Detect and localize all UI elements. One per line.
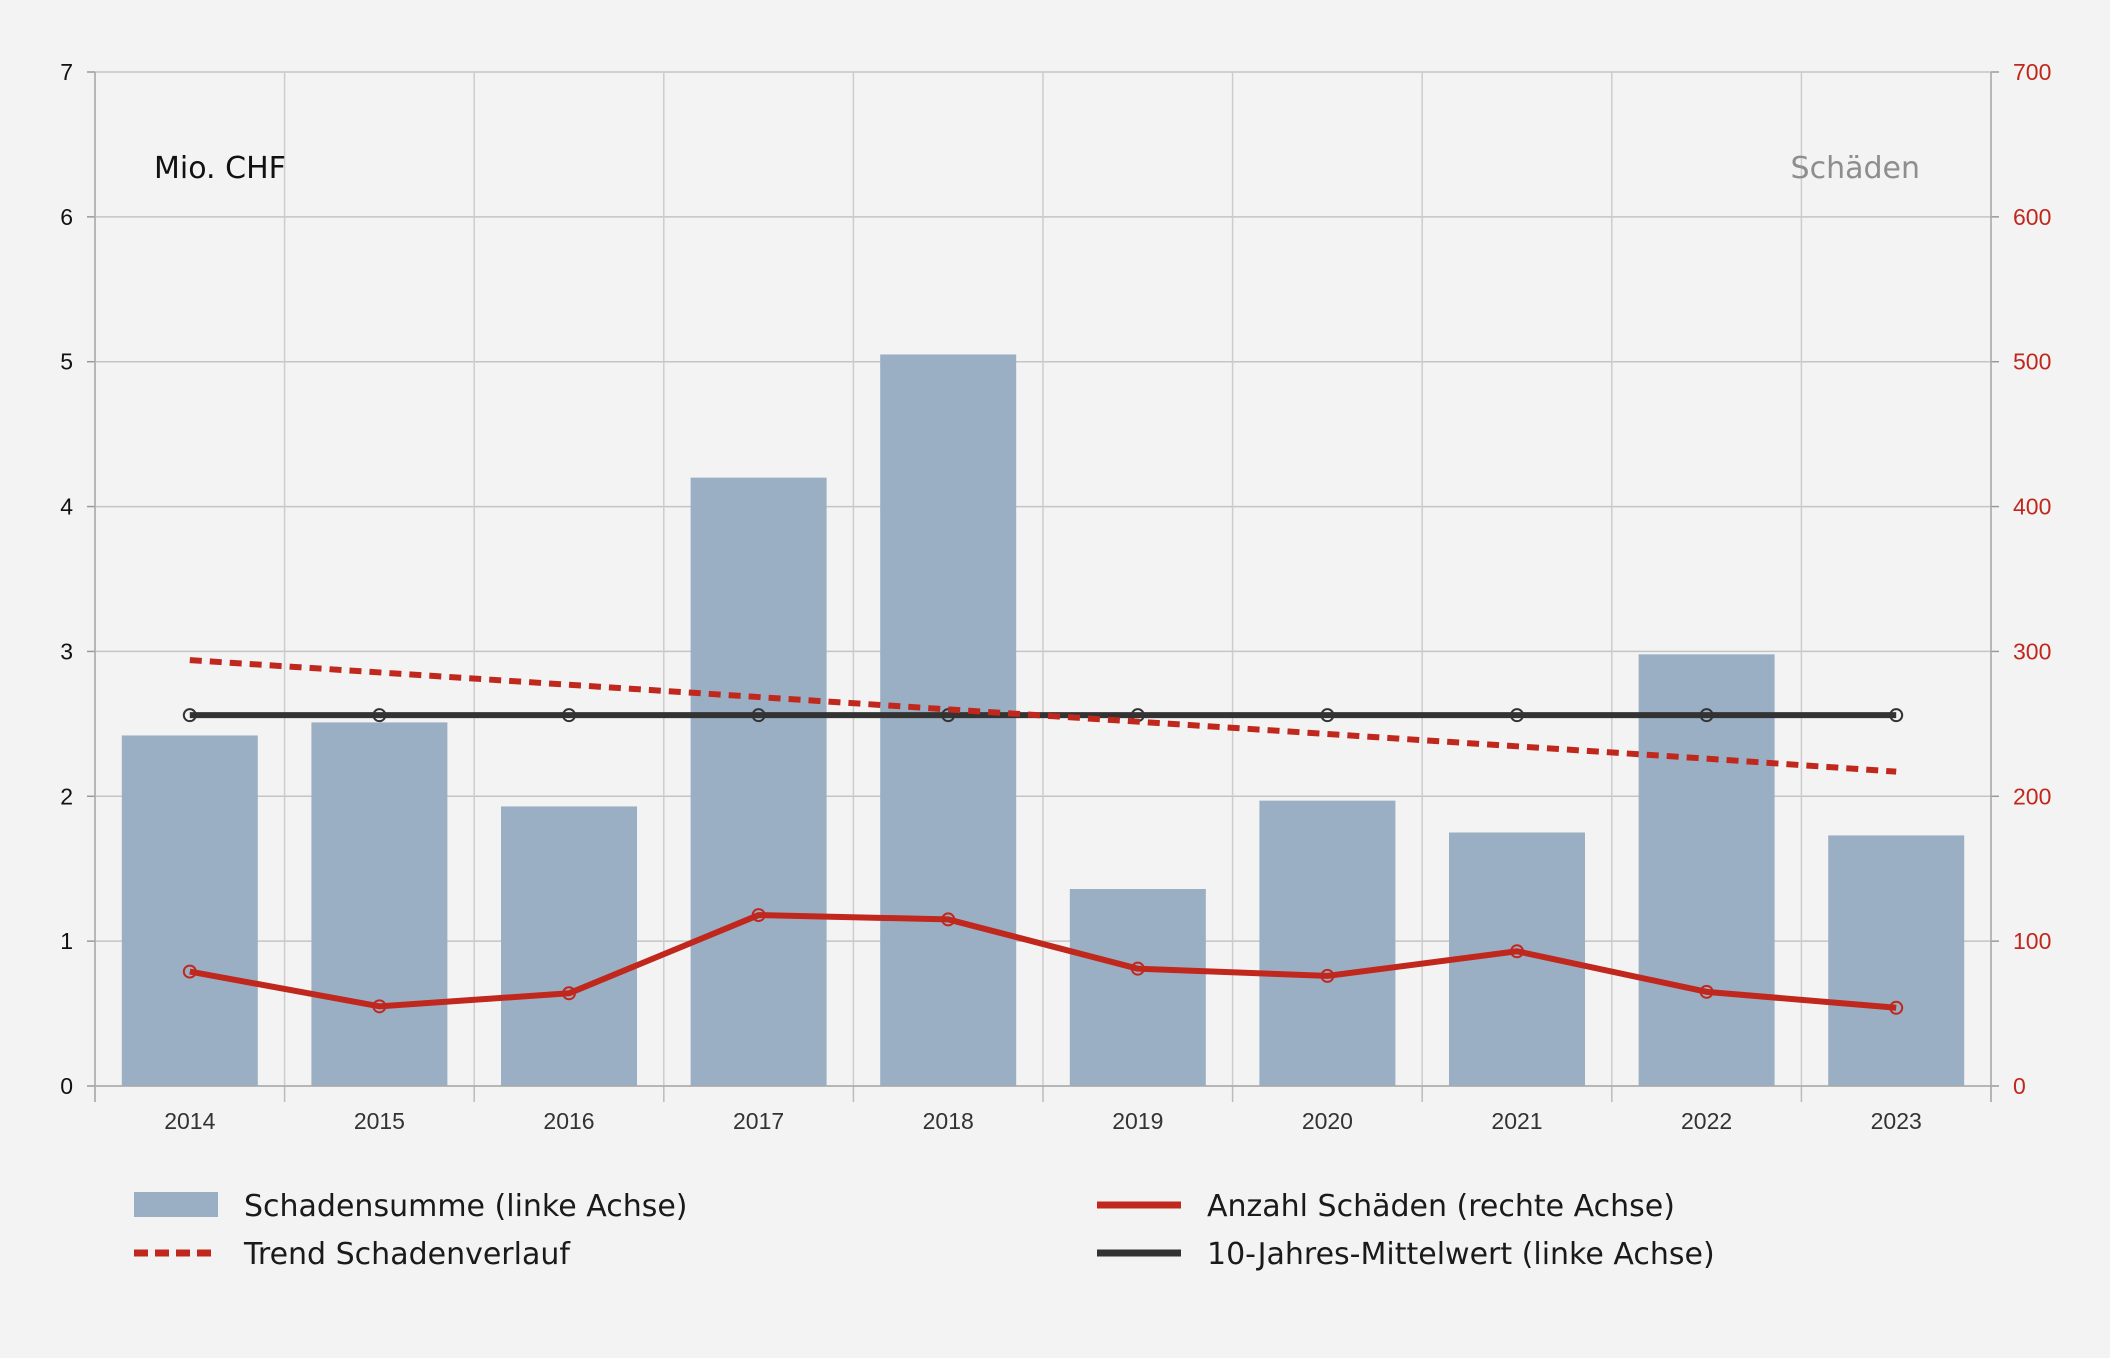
point-anzahl-schaeden [182, 964, 197, 979]
point-mittelwert [1699, 708, 1714, 723]
legend-label: Schadensumme (linke Achse) [244, 1189, 688, 1224]
grid [94, 71, 1992, 1087]
x-axis-tick-label: 2022 [1681, 1108, 1732, 1134]
legend-swatch-bar [134, 1192, 218, 1217]
bar-schadensumme [1259, 800, 1396, 1086]
right-axis-unit-label: Schäden [1791, 151, 1920, 186]
x-axis-tick-label: 2018 [923, 1108, 974, 1134]
point-mittelwert [1510, 708, 1524, 723]
point-mittelwert [372, 708, 387, 723]
bar-schadensumme [501, 806, 637, 1086]
point-anzahl-schaeden [1510, 944, 1524, 959]
left-axis-tick-label: 3 [60, 638, 73, 664]
point-anzahl-schaeden [1889, 1000, 1904, 1015]
x-axis-tick-label: 2015 [354, 1108, 405, 1134]
bar-schadensumme [311, 722, 448, 1086]
x-axis-tick-label: 2019 [1112, 1108, 1163, 1134]
x-axis-tick-label: 2020 [1302, 1108, 1353, 1134]
bar-schadensumme [121, 735, 258, 1086]
legend: Schadensumme (linke Achse) Trend Schadenv… [134, 1189, 1715, 1272]
point-anzahl-schaeden [751, 908, 766, 923]
point-anzahl-schaeden [562, 986, 576, 1001]
point-mittelwert [941, 708, 956, 723]
left-axis-tick-label: 6 [60, 204, 73, 230]
bar-series [121, 354, 1965, 1087]
point-anzahl-schaeden [1320, 968, 1335, 983]
line-series [182, 657, 1904, 1015]
x-axis-tick-label: 2016 [543, 1108, 594, 1134]
right-axis-tick-label: 300 [2013, 638, 2051, 664]
right-axis-tick-label: 400 [2013, 494, 2051, 520]
point-anzahl-schaeden [941, 912, 956, 927]
legend-label: Anzahl Schäden (rechte Achse) [1207, 1189, 1675, 1224]
x-axis-tick-label: 2014 [164, 1108, 215, 1134]
left-axis-tick-label: 1 [60, 928, 73, 954]
point-anzahl-schaeden [1130, 961, 1145, 976]
point-anzahl-schaeden [372, 999, 387, 1014]
left-axis-tick-label: 2 [60, 783, 73, 809]
legend-label: 10-Jahres-Mittelwert (linke Achse) [1207, 1237, 1715, 1272]
right-axis-tick-label: 600 [2013, 204, 2051, 230]
line-anzahl-schaeden [189, 912, 1897, 1011]
x-axis-tick-label: 2021 [1491, 1108, 1542, 1134]
left-axis-tick-label: 7 [60, 59, 73, 85]
x-axis-tick-label: 2023 [1871, 1108, 1922, 1134]
point-mittelwert [751, 708, 766, 723]
bar-schadensumme [690, 477, 827, 1087]
point-mittelwert [1320, 708, 1335, 723]
left-axis-tick-label: 5 [60, 349, 73, 375]
right-axis-tick-label: 100 [2013, 928, 2051, 954]
axes: 0 1 2 3 4 5 6 7 0 100 200 300 400 500 600 700 2014 2015 20… [60, 59, 2051, 1134]
legend-label: Trend Schadenverlauf [243, 1237, 571, 1272]
bar-schadensumme [1069, 888, 1206, 1086]
line-trend [189, 657, 1897, 775]
point-mittelwert [182, 708, 197, 723]
left-axis-unit-label: Mio. CHF [154, 151, 286, 186]
left-axis-tick-label: 0 [60, 1073, 73, 1099]
point-mittelwert [1889, 708, 1904, 723]
bar-schadensumme [1638, 654, 1775, 1086]
right-axis-tick-label: 700 [2013, 59, 2051, 85]
point-anzahl-schaeden [1699, 984, 1714, 999]
left-axis-tick-label: 4 [60, 494, 73, 520]
right-axis-tick-label: 200 [2013, 783, 2051, 809]
point-mittelwert [562, 708, 576, 723]
x-axis-tick-label: 2017 [733, 1108, 784, 1134]
right-axis-tick-label: 0 [2013, 1073, 2026, 1099]
bar-schadensumme [1828, 835, 1965, 1086]
right-axis-tick-label: 500 [2013, 349, 2051, 375]
